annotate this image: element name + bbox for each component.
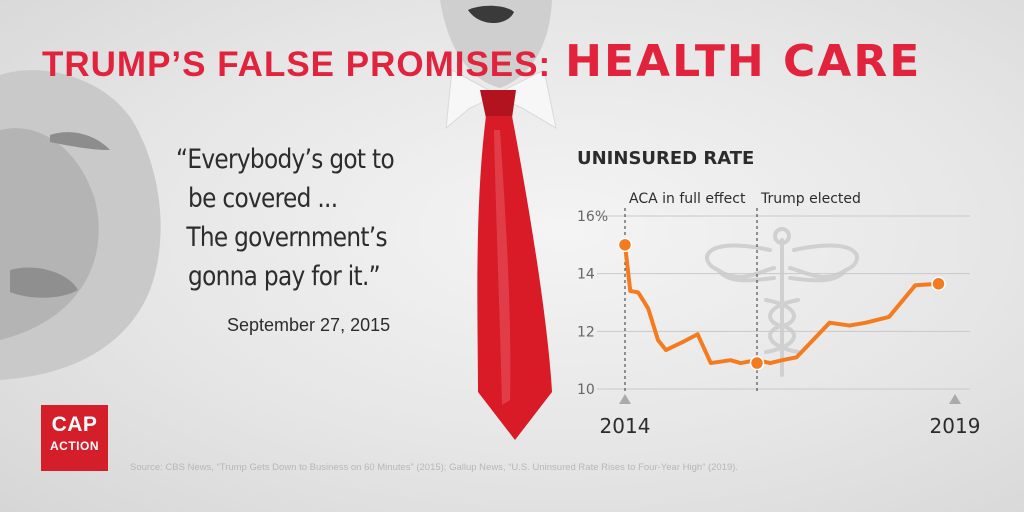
open-mouth: [468, 5, 514, 24]
data-point: [617, 237, 633, 253]
mouth: [10, 267, 78, 298]
page-title: TRUMP’S FALSE PROMISES: HEALTH CARE: [42, 36, 921, 87]
tie-knot: [480, 90, 516, 118]
x-tick-label: 2019: [930, 414, 981, 438]
y-tick-label: 10: [577, 382, 595, 398]
x-tick-label: 2014: [600, 414, 651, 438]
y-tick-label: 14: [577, 267, 595, 283]
source-note: Source: CBS News, “Trump Gets Down to Bu…: [130, 462, 739, 473]
quote-line-2: be covered ...: [188, 183, 338, 214]
data-point: [749, 355, 765, 371]
eye: [50, 132, 110, 150]
shirt-collar: [445, 69, 557, 130]
quote-line-3: The government’s: [186, 222, 387, 253]
data-point: [931, 276, 946, 292]
chart-title: UNINSURED RATE: [577, 148, 754, 169]
quote-text: “Everybody’s got to be covered ... The g…: [176, 140, 400, 296]
chin-photo: [440, 0, 552, 88]
caduceus-icon: [705, 227, 859, 377]
triangle-marker-icon: [619, 394, 631, 404]
quote-line-1: “Everybody’s got to: [176, 144, 395, 175]
y-tick-label: 12: [577, 324, 595, 340]
y-tick-label: 16%: [577, 209, 608, 225]
title-part-2: HEALTH CARE: [565, 36, 922, 87]
logo-line-2: ACTION: [50, 439, 99, 453]
quote-line-4: gonna pay for it.”: [188, 261, 381, 292]
triangle-marker-icon: [949, 394, 961, 404]
series-line: [623, 242, 941, 366]
tie-highlight: [494, 130, 511, 405]
annotation-label: ACA in full effect: [629, 191, 746, 207]
title-part-1: TRUMP’S FALSE PROMISES:: [42, 45, 552, 84]
quote-date: September 27, 2015: [227, 315, 391, 335]
cap-action-logo: CAP ACTION: [41, 405, 108, 471]
logo-line-1: CAP: [51, 413, 98, 436]
annotation-label: Trump elected: [760, 191, 861, 207]
